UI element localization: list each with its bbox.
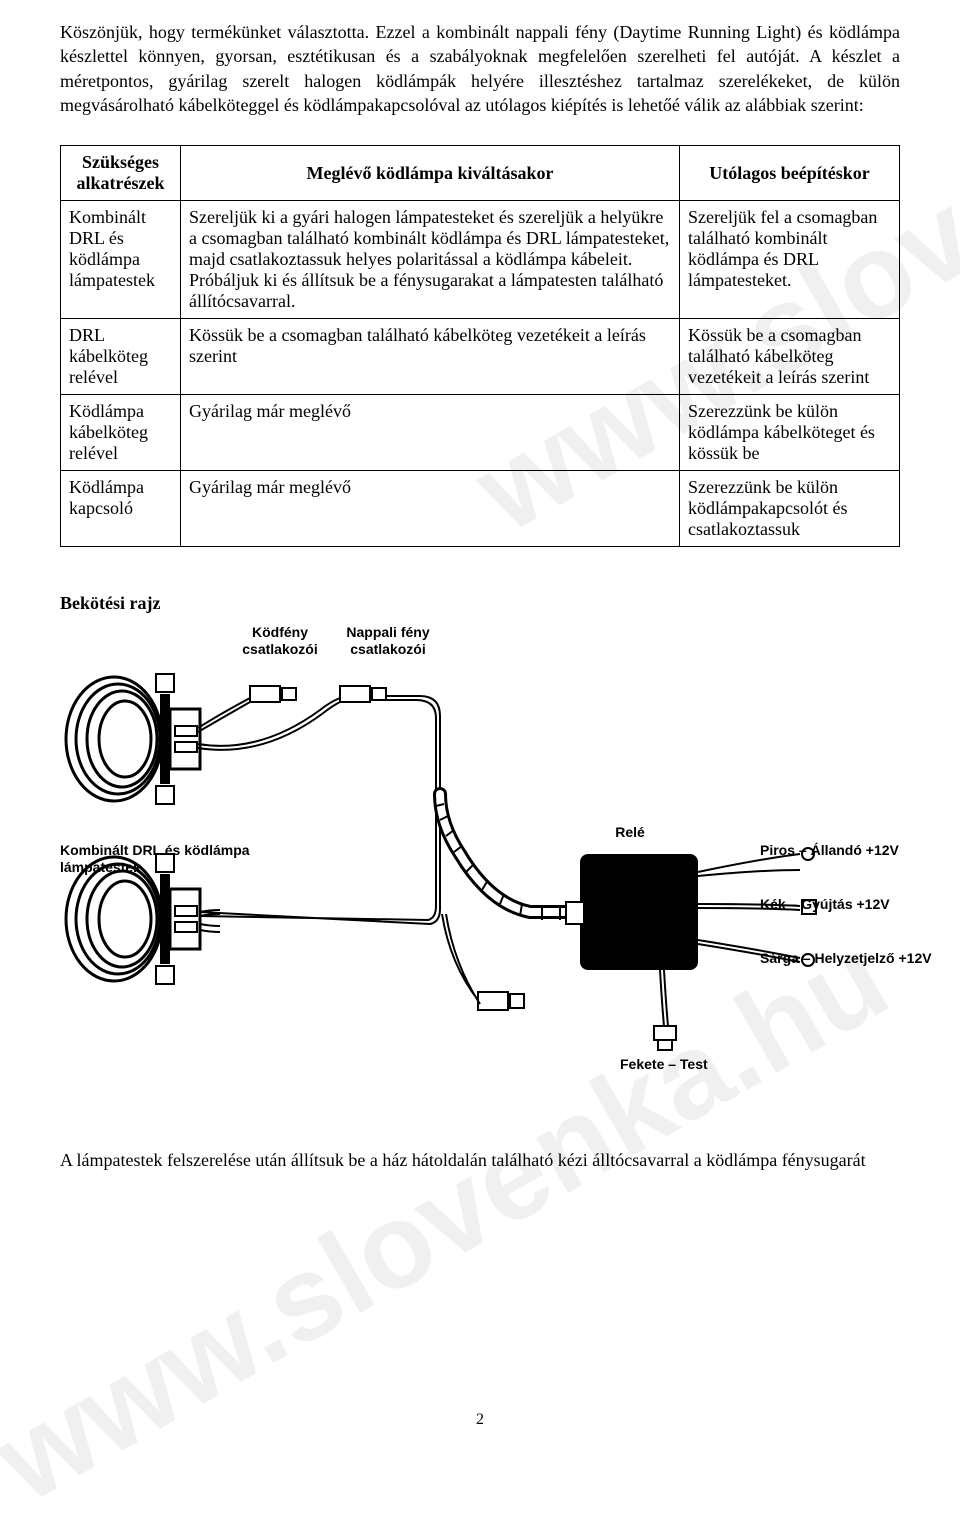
wiring-svg xyxy=(60,654,900,1114)
label-yellow-wire: Sárga – Helyzetjelző +12V xyxy=(760,950,960,967)
wiring-diagram: Ködfény csatlakozói Nappali fény csatlak… xyxy=(60,624,900,1124)
row-label: DRL kábelköteg relével xyxy=(61,319,181,395)
label-black-wire: Fekete – Test xyxy=(620,1056,760,1073)
row-cell: Gyárilag már meglévő xyxy=(181,471,680,547)
table-row: Ködlámpa kábelköteg relével Gyárilag már… xyxy=(61,395,900,471)
label-red-wire: Piros – Állandó +12V xyxy=(760,842,940,859)
table-header-parts: Szükséges alkatrészek xyxy=(61,146,181,201)
cable-bundle xyxy=(436,794,580,920)
table-header-replace: Meglévő ködlámpa kiváltásakor xyxy=(181,146,680,201)
row-cell: Szerezzünk be külön ködlámpa kábelkötege… xyxy=(680,395,900,471)
table-row: DRL kábelköteg relével Kössük be a csoma… xyxy=(61,319,900,395)
label-blue-wire: Kék – Gyújtás +12V xyxy=(760,896,940,913)
row-label: Ködlámpa kábelköteg relével xyxy=(61,395,181,471)
row-label: Kombinált DRL és ködlámpa lámpatestek xyxy=(61,201,181,319)
page-number: 2 xyxy=(0,1411,960,1429)
row-cell: Kössük be a csomagban található kábelköt… xyxy=(680,319,900,395)
row-cell: Szerezzünk be külön ködlámpakapcsolót és… xyxy=(680,471,900,547)
label-lamp-units: Kombinált DRL és ködlámpa lámpatestek xyxy=(60,842,260,876)
label-relay: Relé xyxy=(600,824,660,841)
label-drl-connector: Nappali fény csatlakozói xyxy=(338,624,438,658)
intro-paragraph: Köszönjük, hogy termékünket választotta.… xyxy=(60,20,900,117)
wiring-diagram-title: Bekötési rajz xyxy=(60,593,900,614)
row-cell: Kössük be a csomagban található kábelköt… xyxy=(181,319,680,395)
table-row: Ködlámpa kapcsoló Gyárilag már meglévő S… xyxy=(61,471,900,547)
lamp-top xyxy=(66,674,386,804)
table-header-retrofit: Utólagos beépítéskor xyxy=(680,146,900,201)
table-row: Kombinált DRL és ködlámpa lámpatestek Sz… xyxy=(61,201,900,319)
label-fog-connector: Ködfény csatlakozói xyxy=(235,624,325,658)
row-cell: Szereljük ki a gyári halogen lámpatestek… xyxy=(181,201,680,319)
parts-table: Szükséges alkatrészek Meglévő ködlámpa k… xyxy=(60,145,900,547)
row-cell: Gyárilag már meglévő xyxy=(181,395,680,471)
relay-box xyxy=(580,854,698,970)
row-cell: Szereljük fel a csomagban található komb… xyxy=(680,201,900,319)
row-label: Ködlámpa kapcsoló xyxy=(61,471,181,547)
footer-paragraph: A lámpatestek felszerelése után állítsuk… xyxy=(60,1148,900,1172)
